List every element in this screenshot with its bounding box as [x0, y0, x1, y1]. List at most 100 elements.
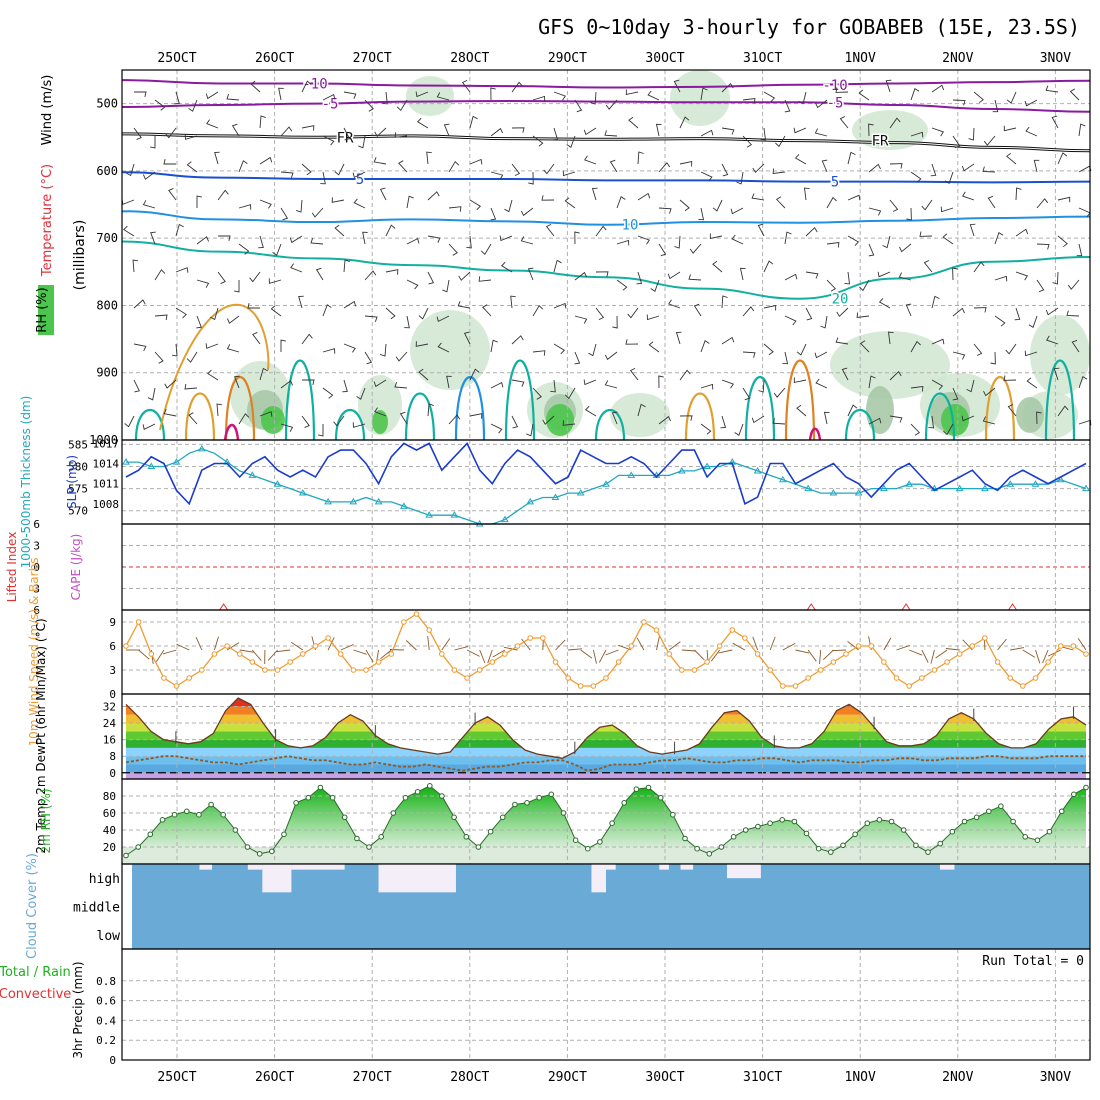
- wind-barb: [1026, 377, 1038, 389]
- wind10m-point: [780, 683, 786, 689]
- wind-barb: [650, 279, 660, 292]
- wind-barb: [184, 134, 198, 140]
- wind-barb: [150, 231, 156, 245]
- wind-barb: [847, 194, 861, 201]
- wind-barb: [591, 187, 598, 201]
- wind10m-barb: [239, 649, 254, 653]
- wind-barb: [763, 343, 774, 356]
- wind-barb: [1057, 152, 1068, 165]
- temp-band: [126, 739, 1086, 748]
- wind-barb: [844, 271, 851, 285]
- wind-barb: [868, 207, 882, 216]
- slp-axis-label: SLP (mb): [65, 455, 79, 509]
- thickness-tick-label: 570: [68, 505, 88, 518]
- wind10m-point: [1045, 659, 1051, 665]
- wind-barb: [163, 159, 176, 165]
- wind-barb: [334, 224, 345, 237]
- wind-barb: [322, 135, 335, 146]
- wind-barb: [490, 171, 504, 180]
- wind-barb: [1078, 376, 1088, 389]
- wind-barb: [700, 129, 714, 137]
- wind-barb: [923, 260, 933, 273]
- rh-point: [244, 844, 251, 850]
- wind-barb: [364, 270, 377, 281]
- boundary-layer-contour: [504, 359, 536, 441]
- wind-barb: [815, 99, 828, 109]
- wind10m-barb: [155, 649, 165, 662]
- cloud-level-label: low: [97, 929, 121, 944]
- wind10m-point: [792, 683, 799, 689]
- wind-barb: [835, 87, 849, 93]
- wind-barb: [887, 331, 894, 345]
- wind10m-point: [236, 651, 243, 657]
- wind-barb: [490, 423, 503, 434]
- rh-point: [1022, 834, 1028, 840]
- wind-barb: [772, 418, 786, 425]
- wind-barb: [636, 271, 643, 285]
- wind-barb: [868, 243, 875, 257]
- wind-barb: [511, 415, 519, 429]
- wind10m-point: [906, 683, 913, 689]
- rh-point: [621, 800, 628, 806]
- wind-barb: [364, 315, 378, 322]
- wind-barb: [1003, 375, 1017, 381]
- wind-barb: [290, 263, 303, 273]
- wind10m-point: [514, 643, 521, 649]
- wind-barb: [527, 267, 534, 281]
- temp-band: [126, 747, 1086, 757]
- thickness-point: [854, 489, 863, 496]
- wind-barb: [562, 170, 576, 177]
- wind-barb: [698, 207, 705, 221]
- wind10m-barb: [599, 649, 607, 663]
- wind-barb: [126, 163, 135, 177]
- wind-barb: [721, 82, 734, 93]
- rh-point: [305, 794, 312, 801]
- wind10m-point: [881, 659, 887, 665]
- rh-point: [998, 803, 1004, 810]
- wind-barb: [374, 407, 387, 417]
- temp-axis-label: 2m Temp 2m DewPt (6hr Min/Max) (°C): [34, 618, 48, 853]
- wind-barb: [943, 423, 954, 436]
- rh-point: [196, 811, 202, 818]
- wind10m-point: [1057, 643, 1064, 649]
- wind10m-point: [300, 651, 306, 657]
- wind10m-point: [565, 675, 571, 681]
- wind-barb: [504, 199, 513, 213]
- wind-barb: [463, 331, 471, 345]
- wind-barb: [709, 233, 723, 240]
- wind-barb: [528, 171, 534, 185]
- warm-contour: [159, 303, 270, 431]
- high-cloud-segment: [606, 864, 616, 870]
- high-cloud-segment: [262, 864, 292, 893]
- wind-barb: [700, 171, 713, 182]
- wind-barb: [1024, 350, 1038, 357]
- wind-barb: [448, 414, 461, 425]
- wind-barb: [258, 235, 264, 249]
- wind-barb: [739, 267, 746, 281]
- wind-barb: [196, 315, 202, 329]
- wind-barb: [994, 232, 1004, 245]
- wind-barb: [302, 379, 315, 385]
- contour-line-temp: [121, 240, 1091, 300]
- wind-barb: [1005, 343, 1017, 355]
- wind-barb: [1015, 228, 1029, 237]
- wind-barb: [730, 207, 744, 215]
- wind10m-point: [262, 667, 268, 673]
- wind-tick-label: 0: [109, 688, 116, 701]
- wind-barb: [394, 132, 408, 138]
- wind-barb: [700, 423, 712, 435]
- wind-barb: [673, 79, 681, 93]
- wind10m-barb: [694, 649, 705, 661]
- wind-barb: [353, 198, 366, 209]
- wind-barb: [315, 267, 324, 281]
- wind-barb: [1057, 235, 1068, 248]
- wind-barb: [385, 269, 399, 275]
- wind-barb: [511, 127, 525, 133]
- wind-barb: [742, 351, 756, 358]
- temp-tick-label: 32: [103, 700, 116, 713]
- wind-barb: [742, 135, 753, 148]
- wind-barb: [478, 276, 492, 282]
- wind-barb: [793, 127, 807, 134]
- wind-barb: [406, 195, 414, 209]
- wind-barb: [847, 151, 856, 165]
